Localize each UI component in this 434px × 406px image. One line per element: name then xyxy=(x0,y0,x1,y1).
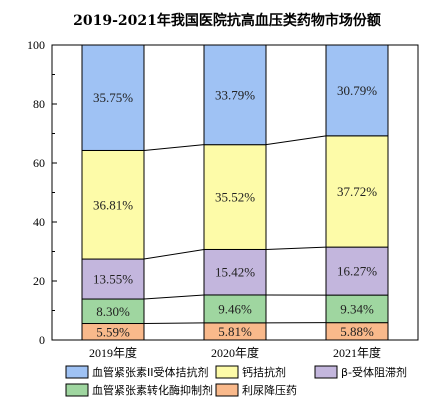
bar-segment xyxy=(81,44,145,151)
data-label: 36.81% xyxy=(93,197,133,212)
legend-label: 钙拮抗剂 xyxy=(242,365,286,379)
y-tick-label: 60 xyxy=(33,156,45,170)
data-label: 8.30% xyxy=(96,304,130,319)
legend-swatch xyxy=(65,383,89,397)
bar-segment xyxy=(81,258,145,300)
data-label: 35.52% xyxy=(215,190,255,205)
x-tick-label: 2021年度 xyxy=(333,345,381,360)
data-label: 15.42% xyxy=(215,265,255,280)
series-connector-line xyxy=(143,248,205,260)
series-connector-line xyxy=(265,135,327,146)
y-tick-label: 80 xyxy=(33,97,45,111)
data-label: 37.72% xyxy=(337,184,377,199)
bar-segment xyxy=(81,298,145,325)
data-label: 5.59% xyxy=(96,324,130,339)
plot-area: 0 20 40 60 80 100 5.59% 8.30% 13.55% 36.81% 35.75%… xyxy=(27,38,419,360)
y-tick-label: 40 xyxy=(33,215,45,229)
legend-swatch xyxy=(215,383,239,397)
y-tick-label: 0 xyxy=(39,333,45,347)
x-tick-label: 2020年度 xyxy=(211,345,259,360)
y-tick-label: 20 xyxy=(33,274,45,288)
legend-label: β-受体阻滞剂 xyxy=(341,365,407,379)
legend-swatch xyxy=(314,365,338,379)
chart-title: 2019-2021年我国医院抗高血压类药物市场份额 xyxy=(73,12,381,29)
series-connector-line xyxy=(143,294,205,300)
data-label: 5.88% xyxy=(340,324,374,339)
series-connector-line xyxy=(143,144,205,151)
legend-swatch xyxy=(215,365,239,379)
x-tick-label: 2019年度 xyxy=(89,345,137,360)
data-label: 13.55% xyxy=(93,272,133,287)
legend-label: 血管紧张素II受体拮抗剂 xyxy=(92,365,209,379)
legend-label: 血管紧张素转化酶抑制剂 xyxy=(92,383,213,397)
data-label: 5.81% xyxy=(218,324,252,339)
data-label: 9.34% xyxy=(340,301,374,316)
series-connector-line xyxy=(143,322,205,325)
bar-segment xyxy=(203,44,267,146)
bar-segment xyxy=(325,294,389,324)
data-label: 35.75% xyxy=(93,90,133,105)
bar-segment xyxy=(81,149,145,260)
bar-segment xyxy=(325,246,389,296)
bar-segment xyxy=(325,135,389,248)
data-label: 33.79% xyxy=(215,87,255,102)
legend-label: 利尿降压药 xyxy=(242,383,297,397)
series-connector-line xyxy=(265,246,327,250)
bar-segment xyxy=(203,294,267,324)
data-label: 30.79% xyxy=(337,83,377,98)
legend-swatch xyxy=(65,365,89,379)
bar-segment xyxy=(203,144,267,250)
data-label: 9.46% xyxy=(218,301,252,316)
y-tick-label: 100 xyxy=(27,38,45,52)
bar-segment xyxy=(325,44,389,137)
data-label: 16.27% xyxy=(337,264,377,279)
